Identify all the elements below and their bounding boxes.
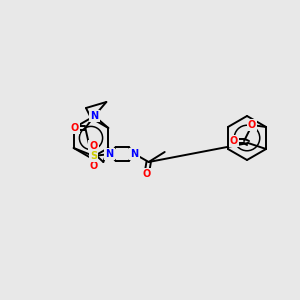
Text: O: O [70,123,78,133]
Text: O: O [90,141,98,151]
Text: S: S [90,151,97,161]
Text: N: N [90,111,98,121]
Text: N: N [130,149,139,159]
Text: O: O [90,161,98,171]
Text: N: N [106,149,114,159]
Text: O: O [230,136,238,146]
Text: O: O [248,120,256,130]
Text: O: O [142,169,151,179]
